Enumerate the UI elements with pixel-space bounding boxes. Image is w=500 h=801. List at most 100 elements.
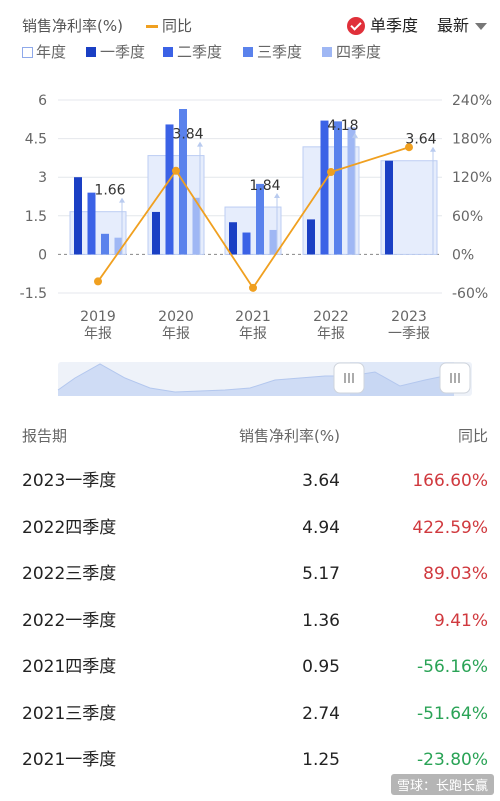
table-header-yoy: 同比 (457, 427, 488, 445)
annual-label-4: 3.64 (405, 132, 436, 148)
y-right-tick-0: 240% (452, 93, 492, 109)
chart: 6 4.5 3 1.5 0 -1.5 240% 180% 120% 60% 0% -60% 1.66 20… (20, 93, 492, 342)
legend-label-3[interactable]: 三季度 (257, 43, 303, 61)
bar-q1-2 (229, 222, 237, 255)
row-value: 2.74 (302, 703, 340, 724)
row-value: 5.17 (302, 564, 340, 584)
annual-marker-arrow-icon-2 (274, 193, 280, 199)
legend-label-1[interactable]: 一季度 (100, 43, 146, 61)
row-period: 2022三季度 (22, 564, 117, 584)
x-label-type-1: 年报 (162, 326, 190, 342)
yoy-point-4 (405, 143, 413, 152)
annual-marker-arrow-icon-3 (352, 132, 358, 138)
row-period: 2021一季度 (22, 750, 117, 770)
header-row: 销售净利率(%) 同比 单季度 最新 (0, 14, 500, 38)
range-slider[interactable] (0, 356, 500, 400)
bar-q1-1 (152, 211, 160, 255)
annual-marker-arrow-icon-4 (430, 146, 436, 152)
table-header-metric: 销售净利率(%) (239, 427, 340, 445)
row-value: 1.36 (302, 610, 340, 631)
legend-swatch-3[interactable] (243, 47, 253, 57)
y-right-tick-3: 60% (452, 209, 483, 225)
single-quarter-check-icon[interactable] (347, 17, 365, 35)
row-yoy: 166.60% (412, 471, 488, 491)
bar-q4-3 (347, 127, 356, 255)
legend-swatch-0[interactable] (22, 47, 33, 58)
bar-q4-0 (114, 237, 123, 255)
bar-q1-0 (74, 177, 82, 255)
row-value: 4.94 (302, 517, 340, 538)
row-period: 2022四季度 (22, 517, 117, 538)
slider-handle-right-grip-icon (450, 373, 460, 383)
row-value: 1.25 (302, 750, 340, 770)
bar-q3-2 (256, 183, 264, 255)
yoy-point-2 (249, 283, 257, 292)
legend-swatch-2[interactable] (163, 47, 173, 57)
table-row[interactable]: 2022四季度 4.94 422.59% (0, 505, 500, 551)
yoy-point-0 (94, 277, 102, 286)
y-left-tick-5: -1.5 (20, 286, 47, 302)
bar-q1-3 (307, 219, 315, 255)
slider-area-line (57, 363, 455, 393)
x-label-year-2: 2021 (235, 309, 271, 325)
row-yoy: 422.59% (412, 517, 488, 538)
annual-label-1: 3.84 (172, 127, 203, 143)
x-label-year-3: 2022 (313, 309, 349, 325)
yoy-legend-line-icon (146, 25, 158, 28)
annual-label-0: 1.66 (94, 183, 125, 199)
legend-label-4[interactable]: 四季度 (336, 43, 382, 61)
slider-area-right (350, 372, 454, 396)
annual-marker-arrow-icon-0 (119, 197, 125, 203)
x-label-year-1: 2020 (158, 309, 194, 325)
annual-label-2: 1.84 (249, 178, 280, 194)
x-label-type-0: 年报 (84, 326, 112, 342)
row-value: 3.64 (302, 471, 340, 491)
row-period: 2022一季度 (22, 610, 117, 631)
metric-label: 销售净利率(%) (22, 17, 123, 35)
yoy-point-3 (327, 168, 335, 177)
y-left-tick-2: 3 (38, 170, 47, 186)
bar-q3-3 (334, 121, 342, 255)
row-yoy: -23.80% (417, 750, 488, 770)
x-label-year-0: 2019 (80, 309, 116, 325)
table-header-period: 报告期 (22, 427, 68, 445)
row-yoy: 89.03% (423, 564, 488, 584)
y-right-tick-1: 180% (452, 132, 492, 148)
legend-swatch-1[interactable] (86, 47, 96, 57)
legend-label-0[interactable]: 年度 (36, 43, 67, 61)
row-period: 2021三季度 (22, 703, 117, 724)
yoy-legend-label: 同比 (162, 17, 193, 35)
y-left-tick-4: 0 (38, 247, 47, 263)
y-right-tick-5: -60% (452, 286, 488, 302)
row-yoy: 9.41% (433, 610, 488, 631)
table-row[interactable]: 2022一季度 1.36 9.41% (0, 598, 500, 644)
row-period: 2023一季度 (22, 471, 117, 491)
annual-label-3: 4.18 (327, 118, 358, 134)
legend: 年度 一季度 二季度 三季度 四季度 (0, 40, 500, 64)
bar-q2-3 (320, 120, 329, 255)
annual-marker-arrow-icon-1 (197, 141, 203, 147)
bar-q2-0 (87, 192, 96, 255)
legend-label-2[interactable]: 二季度 (177, 43, 223, 61)
table-row[interactable]: 2021一季度 1.25 -23.80% (0, 737, 500, 783)
table-row[interactable]: 2023一季度 3.64 166.60% (0, 458, 500, 504)
legend-swatch-4[interactable] (322, 47, 332, 57)
row-value: 0.95 (302, 657, 340, 677)
table-row[interactable]: 2021三季度 2.74 -51.64% (0, 691, 500, 737)
y-right-tick-4: 0% (452, 247, 474, 263)
y-left-tick-0: 6 (38, 93, 47, 109)
sort-dropdown[interactable]: 最新 (437, 14, 488, 38)
table-row[interactable]: 2022三季度 5.17 89.03% (0, 551, 500, 597)
y-left-tick-3: 1.5 (25, 209, 47, 225)
single-quarter-toggle[interactable]: 单季度 (370, 16, 419, 35)
bar-q4-2 (269, 229, 278, 255)
watermark: 雪球：长跑长赢 (390, 774, 494, 795)
x-label-type-3: 年报 (317, 326, 345, 342)
row-yoy: -56.16% (417, 657, 488, 677)
bar-q3-0 (101, 233, 109, 255)
bar-q2-1 (165, 124, 174, 255)
row-period: 2021四季度 (22, 657, 117, 677)
slider-area-left (58, 364, 350, 396)
slider-handle-left-grip-icon (344, 373, 354, 383)
table-row[interactable]: 2021四季度 0.95 -56.16% (0, 644, 500, 690)
